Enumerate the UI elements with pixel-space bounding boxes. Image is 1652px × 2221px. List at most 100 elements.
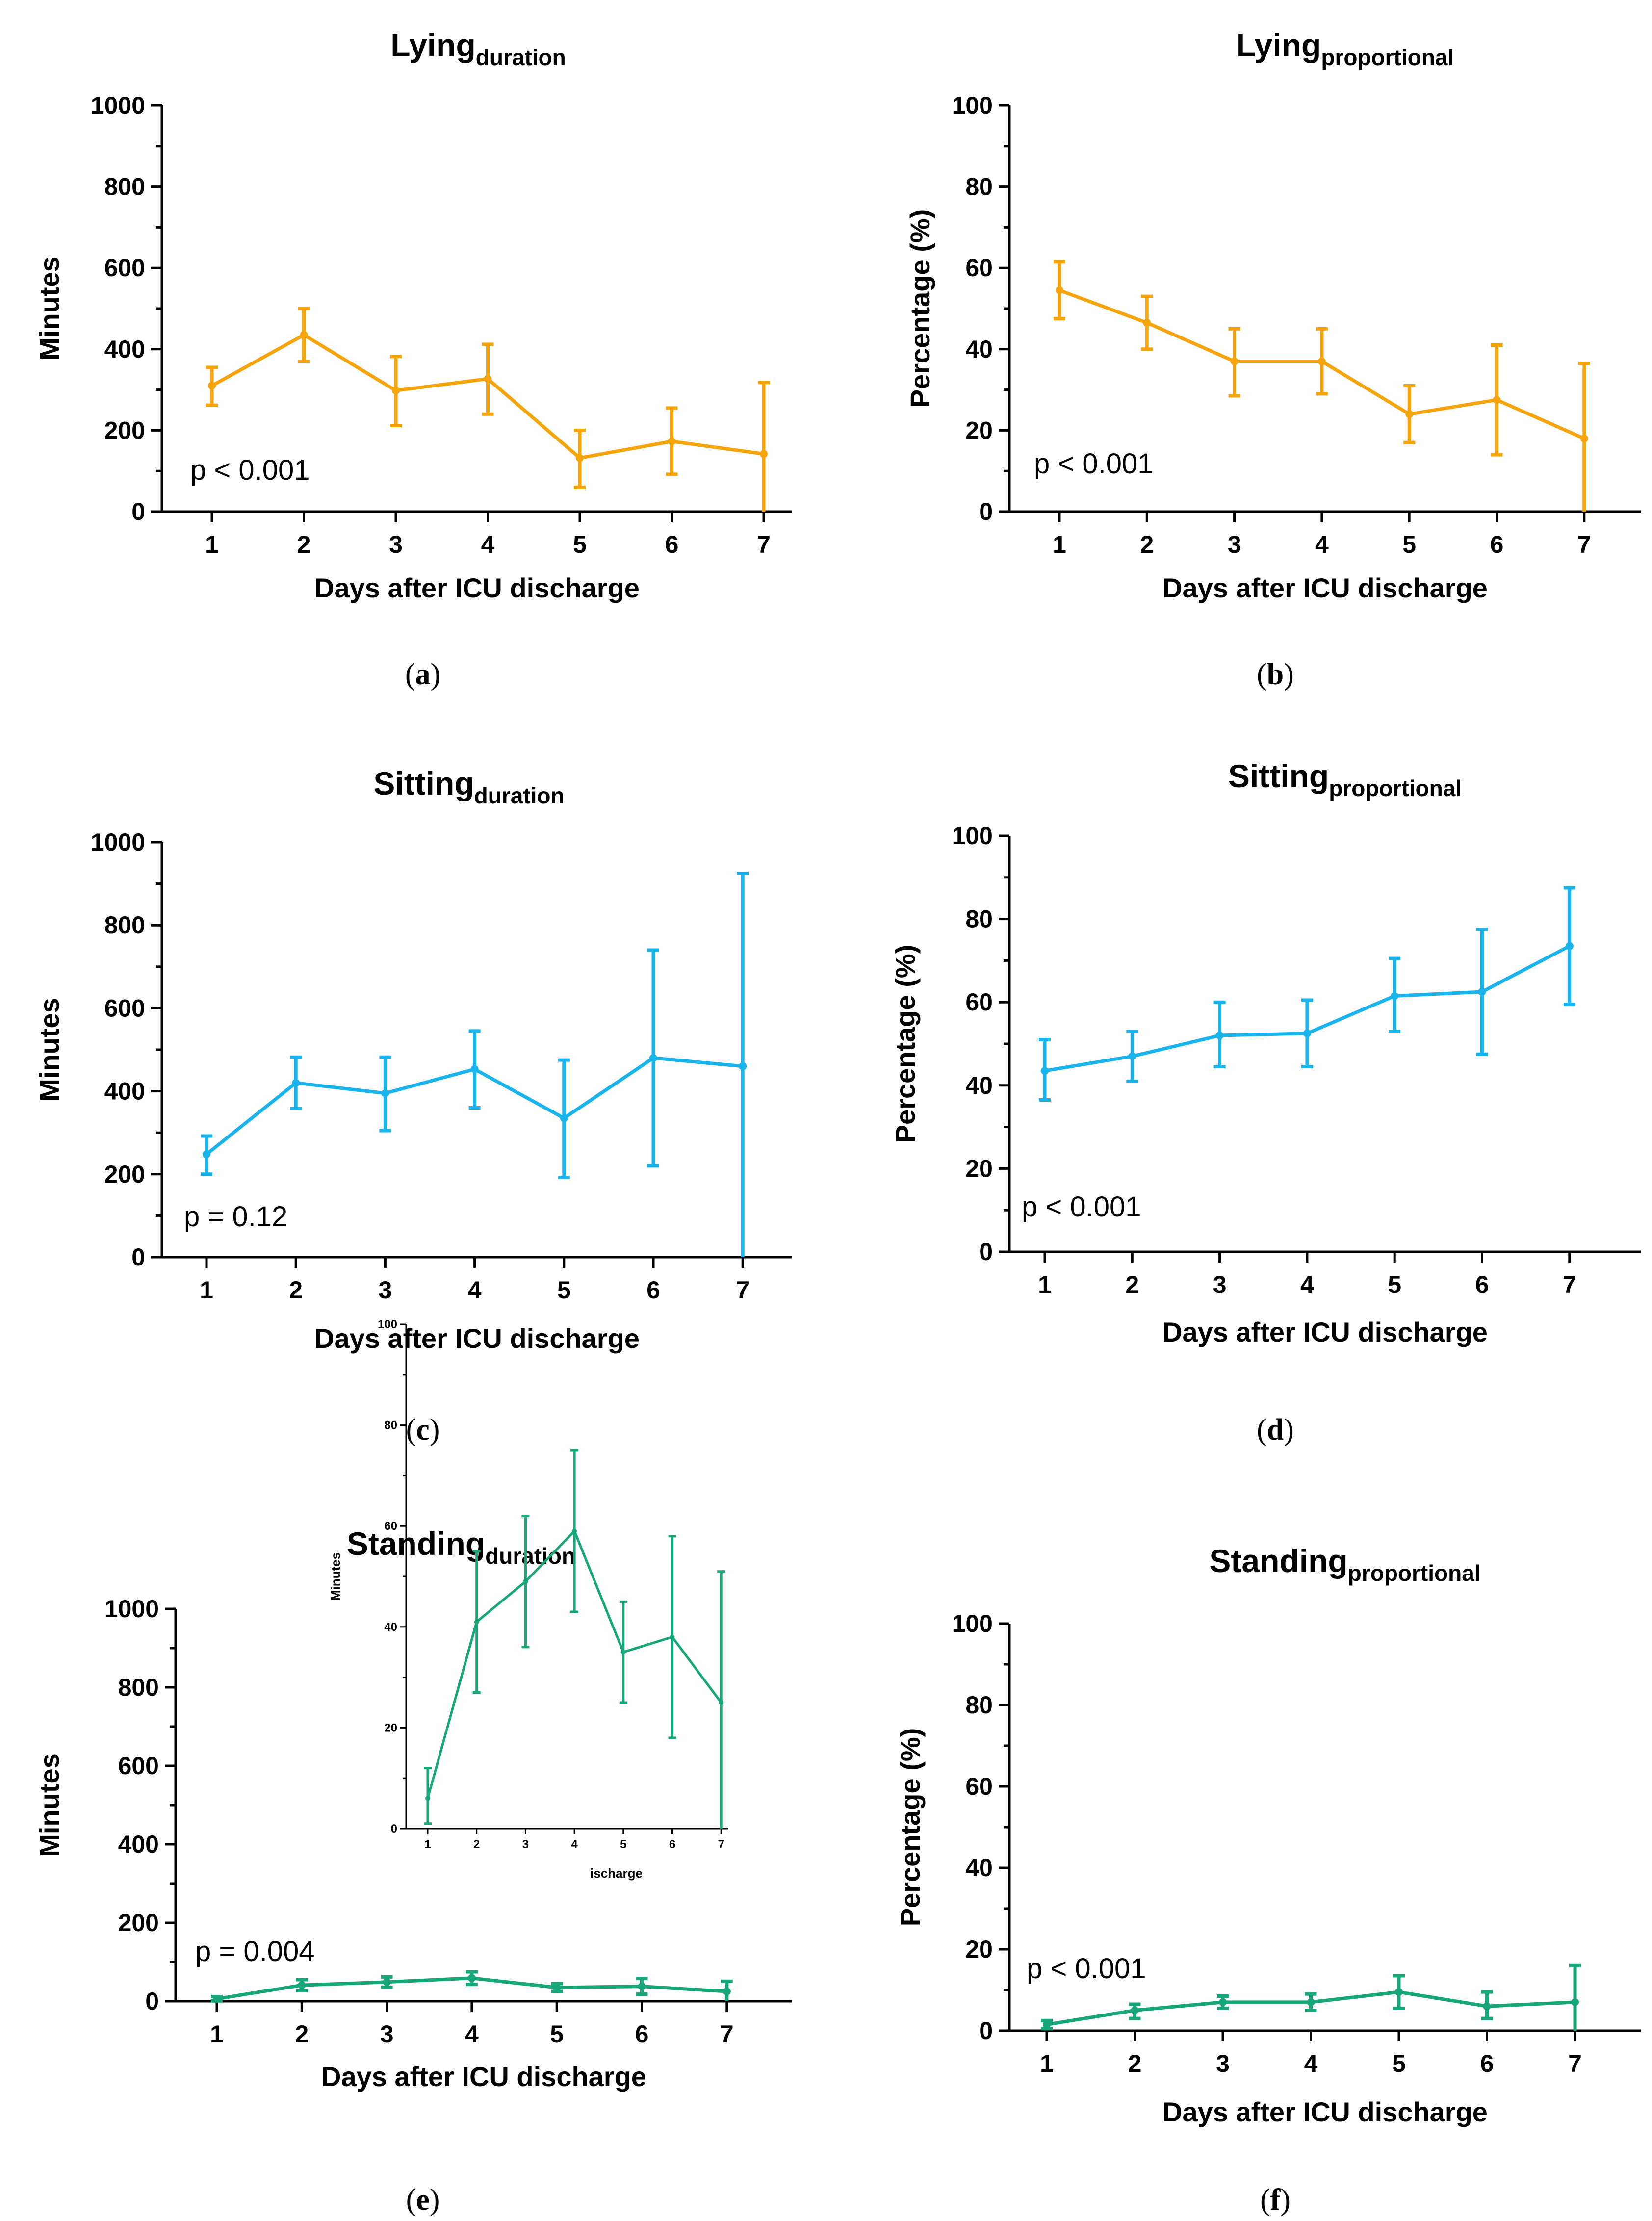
panel-caption: (c) — [406, 1413, 440, 1446]
chart-panel-c: Sittingduration 0 200 400 600 800 1000 1 2 3 4 5 6 7 D… — [34, 765, 792, 1446]
x-tick-label: 5 — [1402, 531, 1416, 558]
data-point — [1571, 1998, 1579, 2006]
y-tick-label: 0 — [145, 1988, 159, 2015]
panel-caption-part: ( — [1257, 658, 1267, 691]
x-axis-label: Days after ICU discharge — [1162, 572, 1488, 603]
panel-caption: (b) — [1257, 658, 1294, 691]
y-tick-label: 200 — [104, 416, 145, 444]
chart-title: Standingproportional — [1209, 1543, 1480, 1586]
panel-caption-part: b — [1267, 658, 1284, 691]
y-tick-label: 20 — [965, 1155, 993, 1182]
chart-panel-f: Standingproportional 0 20 40 60 80 100 1 2 3 4 5 6 7 D… — [895, 1543, 1641, 2217]
y-tick-label: 60 — [965, 1773, 993, 1800]
p-value-annotation: p < 0.001 — [190, 454, 310, 486]
chart-title: Lyingduration — [390, 27, 566, 70]
inset-y-axis-label: Minutes — [328, 1552, 343, 1601]
panel-caption-part: f — [1270, 2183, 1281, 2217]
panel-caption-part: a — [415, 658, 431, 691]
panel-caption-part: ) — [1284, 658, 1294, 691]
x-tick-label: 1 — [200, 1276, 213, 1304]
x-axis-label: Days after ICU discharge — [1162, 2096, 1488, 2127]
x-tick-label: 1 — [1040, 2050, 1054, 2077]
y-tick-label: 800 — [118, 1674, 159, 1701]
panel-caption: (d) — [1257, 1413, 1294, 1446]
x-tick-label: 1 — [424, 1838, 431, 1851]
x-tick-label: 5 — [557, 1276, 571, 1304]
panel-caption-part: ( — [1257, 1413, 1267, 1446]
y-tick-label: 80 — [384, 1419, 397, 1432]
data-point — [1128, 1052, 1136, 1060]
data-point — [383, 1978, 391, 1986]
y-tick-label: 0 — [979, 2017, 993, 2044]
data-point — [649, 1054, 657, 1062]
y-tick-label: 600 — [104, 994, 145, 1022]
y-tick-label: 400 — [104, 1078, 145, 1105]
x-tick-label: 6 — [1475, 1271, 1489, 1298]
panel-caption-part: ( — [1260, 2183, 1270, 2217]
x-tick-label: 2 — [297, 531, 311, 558]
y-tick-label: 0 — [979, 498, 993, 525]
data-point — [1056, 286, 1063, 294]
chart-title: Standingduration — [347, 1525, 575, 1569]
data-point — [1483, 2002, 1491, 2011]
x-tick-label: 2 — [289, 1276, 303, 1304]
chart-title-main: Sitting — [1228, 758, 1329, 794]
x-tick-label: 4 — [571, 1838, 578, 1851]
data-point — [1478, 988, 1486, 996]
data-point — [719, 1700, 724, 1705]
data-point — [576, 454, 584, 462]
y-tick-label: 60 — [965, 254, 993, 282]
panel-caption-part: c — [416, 1413, 430, 1446]
y-axis-label: Percentage (%) — [890, 945, 921, 1143]
data-point — [298, 1981, 306, 1989]
chart-title-subscript: duration — [485, 1543, 575, 1569]
x-tick-label: 3 — [1213, 1271, 1227, 1298]
data-point — [1395, 1988, 1403, 1996]
data-point — [620, 1650, 626, 1655]
chart-title-subscript: proportional — [1321, 45, 1454, 70]
chart-panel-a: Lyingduration 0 200 400 600 800 1000 1 2 3 4 5 6 7 Day… — [34, 27, 792, 691]
x-tick-label: 1 — [1053, 531, 1066, 558]
x-tick-label: 7 — [720, 2020, 734, 2048]
x-tick-label: 4 — [1300, 1271, 1314, 1298]
y-tick-label: 0 — [391, 1822, 397, 1835]
data-point — [1307, 1998, 1315, 2006]
data-point — [760, 450, 768, 458]
chart-title-main: Lying — [1236, 27, 1321, 63]
y-tick-label: 1000 — [104, 1595, 159, 1623]
y-tick-label: 20 — [965, 416, 993, 444]
chart-title-main: Lying — [390, 27, 476, 63]
x-tick-label: 3 — [378, 1276, 392, 1304]
data-point — [1493, 396, 1501, 404]
data-point — [1565, 942, 1574, 950]
x-tick-label: 7 — [757, 531, 771, 558]
x-axis-label: Days after ICU discharge — [314, 572, 640, 603]
data-point — [1215, 1032, 1224, 1040]
x-tick-label: 6 — [669, 1838, 675, 1851]
x-tick-label: 3 — [380, 2020, 394, 2048]
panel-caption-part: ) — [1280, 2183, 1291, 2217]
data-point — [1230, 357, 1239, 365]
chart-title: Lyingproportional — [1236, 27, 1454, 70]
y-tick-label: 1000 — [91, 92, 145, 119]
x-tick-label: 4 — [468, 1276, 482, 1304]
x-tick-label: 4 — [481, 531, 495, 558]
x-tick-label: 5 — [550, 2020, 564, 2048]
y-tick-label: 80 — [965, 905, 993, 933]
y-tick-label: 40 — [965, 336, 993, 363]
x-tick-label: 2 — [473, 1838, 480, 1851]
data-point — [638, 1982, 646, 1990]
data-point — [425, 1796, 430, 1801]
inset-chart: 0 20 40 60 80 100 1 2 3 4 5 6 7 ischarge Minutes — [328, 1318, 728, 1881]
x-tick-label: 6 — [646, 1276, 660, 1304]
p-value-annotation: p < 0.001 — [1022, 1191, 1141, 1223]
data-point — [739, 1062, 747, 1070]
x-tick-label: 4 — [465, 2020, 479, 2048]
x-tick-label: 1 — [1038, 1271, 1052, 1298]
y-tick-label: 100 — [952, 92, 993, 119]
chart-title: Sittingduration — [373, 765, 564, 808]
data-point — [1143, 318, 1151, 327]
y-tick-label: 600 — [104, 254, 145, 282]
